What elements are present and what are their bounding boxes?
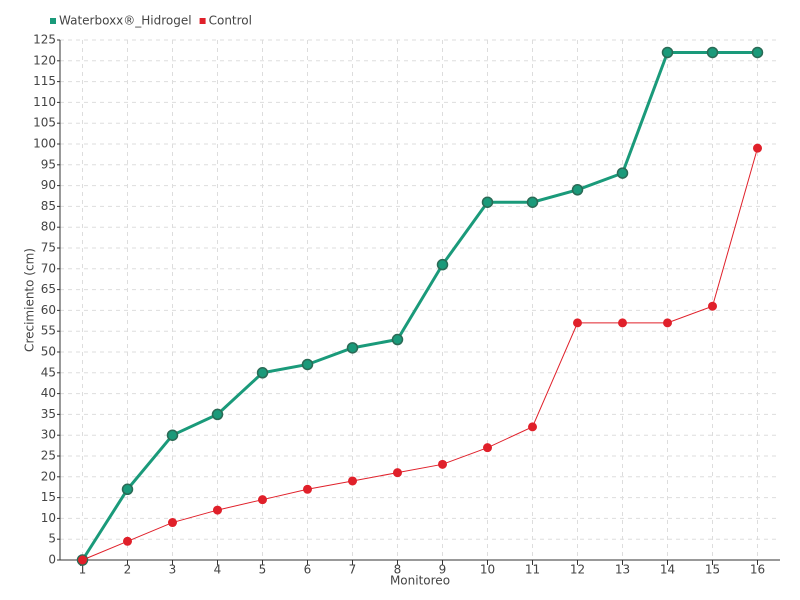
y-tick-label: 120: [33, 53, 56, 67]
data-point: [618, 318, 627, 328]
data-point: [301, 358, 314, 371]
data-point: [303, 484, 312, 494]
y-tick-label: 90: [41, 178, 56, 192]
y-tick-label: 85: [41, 199, 56, 213]
x-tick-label: 8: [394, 563, 402, 577]
data-point: [483, 443, 492, 453]
data-point: [481, 196, 494, 208]
x-tick-label: 9: [439, 563, 447, 577]
data-point: [708, 301, 717, 311]
y-tick-label: 50: [41, 345, 56, 359]
data-point: [571, 184, 584, 196]
data-point: [348, 476, 357, 486]
y-tick-label: 105: [33, 116, 56, 130]
y-tick-label: 40: [41, 386, 56, 400]
x-tick-label: 7: [349, 563, 357, 577]
data-point: [168, 518, 177, 528]
y-tick-label: 30: [41, 428, 56, 442]
y-tick-label: 25: [41, 449, 56, 463]
data-point: [258, 495, 267, 505]
x-tick-label: 10: [480, 563, 495, 577]
x-axis-label: Monitoreo: [390, 574, 450, 588]
x-tick-label: 16: [750, 563, 765, 577]
data-point: [166, 429, 179, 441]
legend-swatch: [199, 18, 206, 24]
data-point: [573, 318, 582, 328]
data-point: [78, 555, 87, 565]
y-tick-label: 10: [41, 511, 56, 525]
x-tick-label: 14: [660, 563, 675, 577]
y-tick-label: 80: [41, 220, 56, 234]
y-tick-label: 55: [41, 324, 56, 338]
data-point: [706, 46, 719, 59]
x-tick-label: 13: [615, 563, 630, 577]
y-tick-label: 115: [33, 74, 56, 88]
data-point: [123, 536, 132, 546]
data-point: [526, 196, 539, 208]
x-tick-label: 1: [79, 563, 87, 577]
data-point: [121, 483, 134, 496]
data-point: [346, 342, 359, 354]
data-point: [211, 408, 224, 421]
series-line: [81, 50, 758, 561]
y-tick-label: 65: [41, 282, 56, 296]
y-tick-label: 20: [41, 469, 56, 483]
x-tick-label: 5: [259, 563, 267, 577]
series-line: [82, 148, 758, 561]
x-tick-label: 6: [304, 563, 312, 577]
x-tick-label: 4: [214, 563, 222, 577]
y-tick-label: 15: [41, 490, 56, 504]
x-tick-label: 3: [169, 563, 177, 577]
x-tick-label: 2: [124, 563, 132, 577]
data-point: [391, 333, 404, 346]
x-tick-label: 11: [525, 563, 540, 577]
y-tick-label: 35: [41, 407, 56, 421]
y-tick-label: 100: [33, 137, 56, 151]
data-point: [213, 505, 222, 515]
y-tick-label: 60: [41, 303, 56, 317]
data-point: [438, 459, 447, 469]
y-tick-label: 0: [48, 553, 56, 567]
data-point: [663, 318, 672, 328]
x-tick-label: 12: [570, 563, 585, 577]
y-tick-label: 5: [48, 532, 56, 546]
data-point: [616, 167, 629, 179]
data-point: [751, 46, 764, 59]
y-tick-label: 45: [41, 365, 56, 379]
y-axis-label: Crecimiento (cm): [23, 248, 37, 352]
y-tick-label: 70: [41, 261, 56, 275]
legend-swatch: [50, 18, 56, 24]
data-point: [256, 367, 269, 379]
legend-label: Waterboxx®_Hidrogel: [59, 14, 192, 28]
y-tick-label: 75: [41, 241, 56, 255]
data-point: [436, 258, 449, 271]
data-point: [393, 468, 402, 478]
data-point: [753, 143, 762, 153]
y-tick-label: 110: [33, 95, 56, 109]
y-tick-label: 95: [41, 157, 56, 171]
x-tick-label: 15: [705, 563, 720, 577]
data-point: [528, 422, 537, 432]
y-tick-label: 125: [33, 33, 56, 47]
data-point: [661, 46, 674, 59]
legend-label: Control: [209, 14, 252, 28]
